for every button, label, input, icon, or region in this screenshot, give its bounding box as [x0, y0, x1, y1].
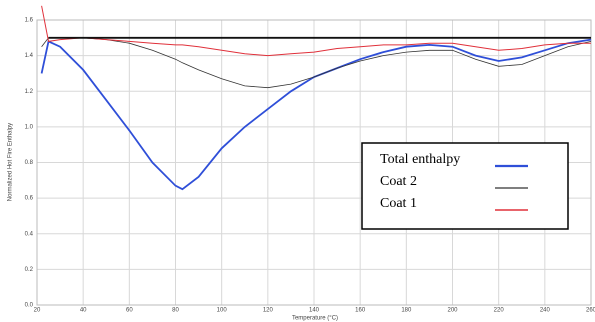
legend-label: Coat 2 — [380, 174, 417, 189]
x-tick-label: 140 — [309, 308, 320, 314]
x-tick-label: 200 — [447, 308, 458, 314]
plot-frame — [36, 19, 592, 306]
series-line — [41, 37, 592, 89]
legend-box — [361, 142, 569, 230]
legend-label: Total enthalpy — [380, 152, 460, 167]
y-tick-label: 0.0 — [25, 303, 34, 309]
y-axis-label: Normalized Hot Fire Enthalpy — [8, 123, 14, 201]
x-tick-label: 240 — [540, 308, 551, 314]
legend-label: Coat 1 — [380, 196, 417, 211]
y-tick-label: 1.4 — [25, 53, 34, 59]
x-tick-label: 120 — [263, 308, 274, 314]
x-tick-label: 220 — [494, 308, 505, 314]
x-tick-label: 20 — [34, 308, 41, 314]
y-tick-label: 1.2 — [25, 89, 34, 95]
legend: Total enthalpy Coat 2 Coat 1 — [361, 142, 569, 230]
series-line — [41, 5, 591, 57]
x-tick-label: 100 — [217, 308, 228, 314]
x-tick-label: 60 — [126, 308, 133, 314]
x-tick-label: 40 — [80, 308, 87, 314]
x-tick-label: 180 — [401, 308, 412, 314]
y-tick-label: 0.2 — [25, 267, 34, 273]
x-tick-label: 80 — [172, 308, 179, 314]
y-tick-label: 0.4 — [25, 231, 34, 237]
x-axis-label: Temperature (°C) — [292, 316, 338, 322]
x-tick-label: 260 — [586, 308, 595, 314]
y-tick-label: 0.6 — [25, 196, 34, 202]
y-tick-label: 1.0 — [25, 124, 34, 130]
x-tick-label: 160 — [355, 308, 366, 314]
y-tick-label: 0.8 — [25, 160, 34, 166]
series-line — [40, 38, 592, 191]
y-tick-label: 1.6 — [25, 18, 34, 24]
